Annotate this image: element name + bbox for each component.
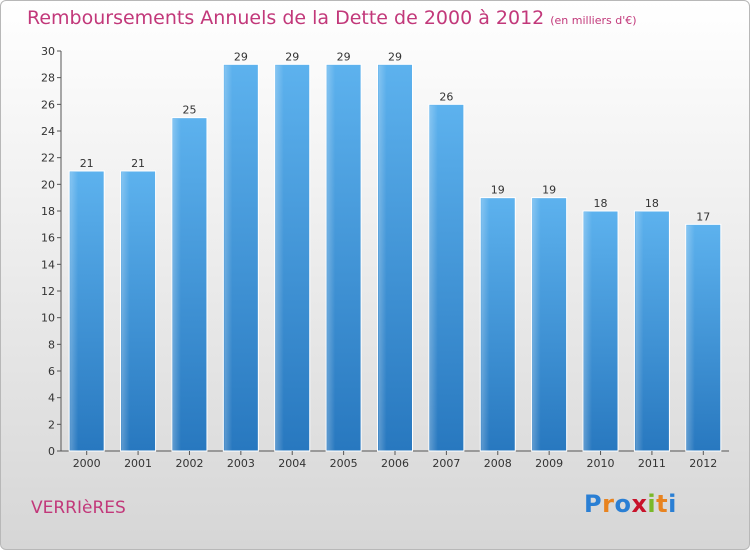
bar-value-label: 18	[645, 197, 659, 210]
x-tick-label: 2009	[535, 457, 563, 470]
bar-value-label: 29	[234, 50, 248, 63]
bar-value-label: 29	[337, 50, 351, 63]
bar-highlight	[429, 105, 438, 451]
y-tick-label: 0	[48, 445, 55, 458]
chart-title: Remboursements Annuels de la Dette de 20…	[27, 7, 637, 29]
y-tick-label: 2	[48, 418, 55, 431]
y-tick-label: 14	[41, 258, 55, 271]
bar-highlight	[378, 65, 387, 451]
y-tick-label: 12	[41, 285, 55, 298]
x-tick-label: 2004	[278, 457, 306, 470]
y-tick-label: 20	[41, 178, 55, 191]
bar-value-label: 21	[80, 157, 94, 170]
logo-letter: i	[668, 490, 677, 518]
bar-highlight	[327, 65, 336, 451]
y-tick-label: 4	[48, 392, 55, 405]
bar-highlight	[532, 198, 541, 451]
bar-value-label: 26	[439, 90, 453, 103]
y-tick-label: 18	[41, 205, 55, 218]
y-tick-label: 8	[48, 338, 55, 351]
bar-highlight	[686, 225, 695, 451]
bar-highlight	[224, 65, 233, 451]
y-tick-label: 24	[41, 125, 55, 138]
y-tick-label: 10	[41, 312, 55, 325]
y-tick-label: 6	[48, 365, 55, 378]
y-tick-label: 16	[41, 232, 55, 245]
bar-highlight	[172, 118, 181, 452]
bar-value-label: 29	[285, 50, 299, 63]
x-tick-label: 2003	[227, 457, 255, 470]
logo-letter: r	[602, 490, 615, 518]
x-tick-label: 2012	[689, 457, 717, 470]
x-tick-label: 2002	[175, 457, 203, 470]
bar-highlight	[275, 65, 284, 451]
chart-subtitle: (en milliers d'€)	[550, 14, 637, 27]
bar-value-label: 25	[182, 104, 196, 117]
logo-letter: P	[584, 490, 603, 518]
bar-value-label: 17	[696, 210, 710, 223]
logo-letter: t	[656, 490, 669, 518]
bar-value-label: 18	[594, 197, 608, 210]
bar-value-label: 21	[131, 157, 145, 170]
x-tick-label: 2011	[638, 457, 666, 470]
x-tick-label: 2010	[587, 457, 615, 470]
y-tick-label: 28	[41, 72, 55, 85]
x-tick-label: 2001	[124, 457, 152, 470]
bar-highlight	[121, 172, 130, 451]
logo-letter: x	[631, 490, 648, 518]
x-tick-label: 2007	[432, 457, 460, 470]
y-tick-label: 26	[41, 98, 55, 111]
bar-highlight	[481, 198, 490, 451]
bar-value-label: 29	[388, 50, 402, 63]
logo-letter: i	[647, 490, 657, 518]
bar-value-label: 19	[542, 184, 556, 197]
y-tick-label: 22	[41, 152, 55, 165]
bar-value-label: 19	[491, 184, 505, 197]
x-tick-label: 2000	[73, 457, 101, 470]
chart-title-text: Remboursements Annuels de la Dette de 20…	[27, 7, 545, 29]
bar-highlight	[635, 212, 644, 451]
proxiti-logo: Proxiti	[584, 490, 677, 518]
place-name: VERRIèRES	[31, 498, 126, 518]
x-tick-label: 2006	[381, 457, 409, 470]
x-tick-label: 2008	[484, 457, 512, 470]
logo-letter: o	[614, 490, 632, 518]
y-tick-label: 30	[41, 45, 55, 58]
x-tick-label: 2005	[330, 457, 358, 470]
bar-highlight	[584, 212, 593, 451]
bar-highlight	[70, 172, 79, 451]
